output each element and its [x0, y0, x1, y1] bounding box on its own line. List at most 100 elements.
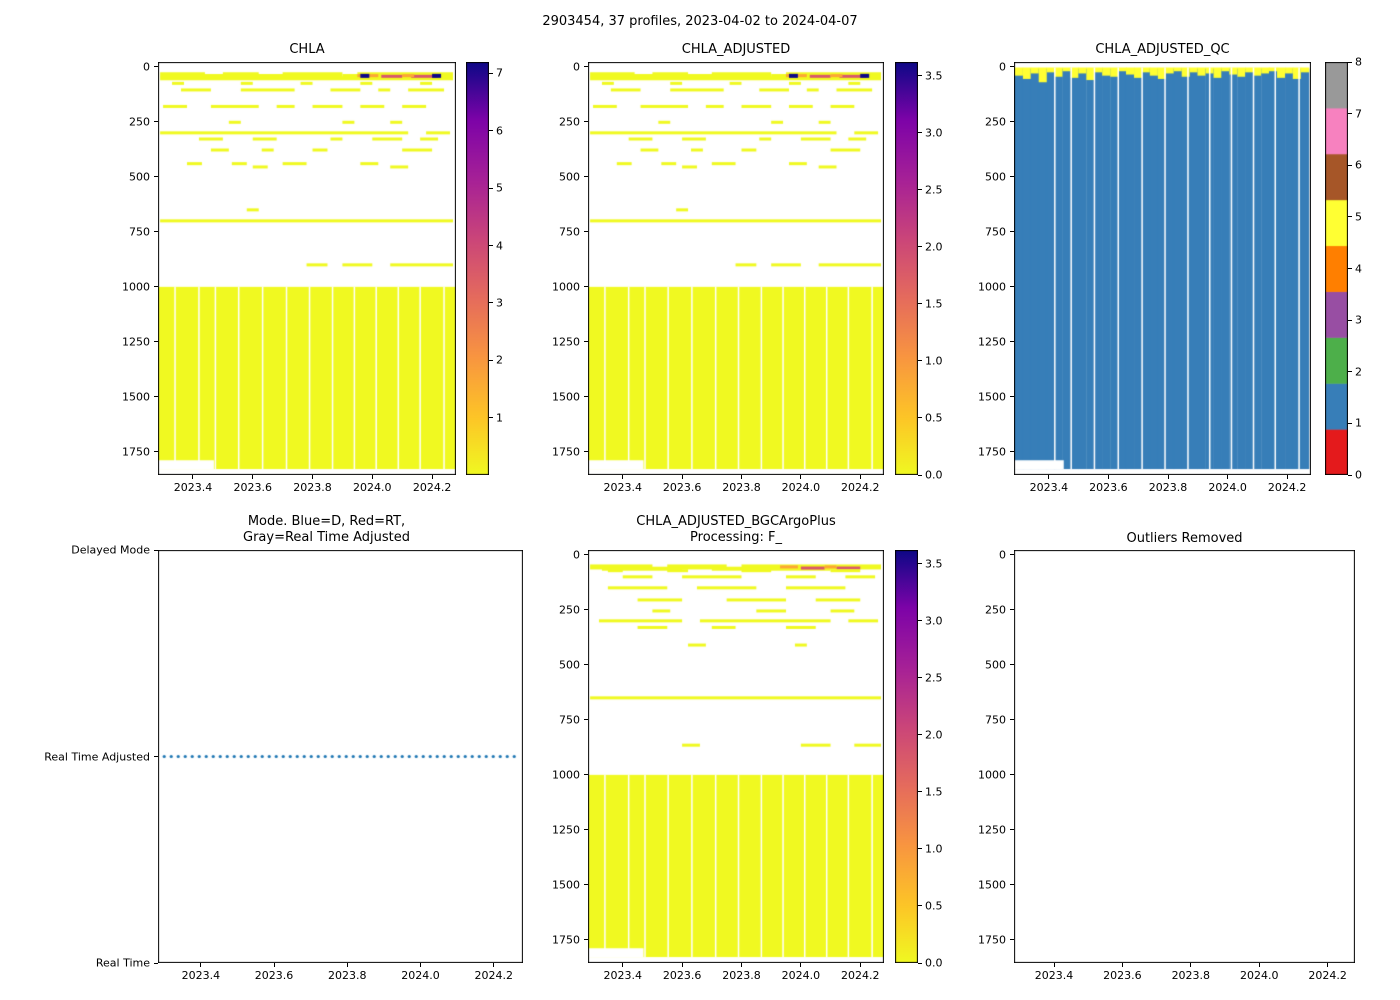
colorbar-tick-label: 2.0: [925, 240, 943, 254]
x-tick-label: 2023.6: [662, 969, 702, 982]
colorbar-tick-mark: [918, 734, 922, 736]
x-tick-mark: [1327, 963, 1329, 967]
y-tick-label: 1250: [552, 823, 580, 837]
y-tick-mark: [584, 884, 588, 886]
x-tick-label: 2023.4: [173, 481, 213, 494]
x-tick-mark: [252, 475, 254, 479]
x-tick-mark: [273, 963, 275, 967]
plot-canvas-chla_adjusted: [588, 62, 884, 475]
y-tick-mark: [584, 719, 588, 721]
colorbar-canvas-chla_adjusted: [895, 62, 918, 475]
x-tick-label: 2024.0: [781, 969, 821, 982]
colorbar-tick-label: 3: [496, 296, 503, 310]
x-tick-label: 2023.6: [662, 481, 702, 494]
colorbar-tick-label: 7: [1355, 107, 1362, 121]
x-tick-label: 2024.2: [1267, 481, 1307, 494]
y-tick-mark: [584, 286, 588, 288]
y-tick-label: 250: [985, 603, 1006, 617]
subplot-title-bgcargoplus: CHLA_ADJUSTED_BGCArgoPlus Processing: F_: [636, 514, 836, 546]
y-tick-mark: [1010, 939, 1014, 941]
colorbar-tick-mark: [918, 132, 922, 134]
x-tick-label: 2023.8: [722, 481, 761, 494]
y-tick-label: 1250: [978, 823, 1006, 837]
x-tick-mark: [1121, 963, 1123, 967]
y-tick-mark: [154, 396, 158, 398]
x-tick-mark: [312, 475, 314, 479]
y-tick-label: 1250: [552, 335, 580, 349]
colorbar-tick-label: 0.0: [925, 468, 943, 482]
y-tick-mark: [584, 939, 588, 941]
y-tick-label: 250: [129, 115, 150, 129]
y-tick-mark: [154, 341, 158, 343]
colorbar-tick-mark: [1348, 422, 1352, 424]
colorbar-tick-label: 4: [1355, 262, 1362, 275]
x-tick-mark: [859, 963, 861, 967]
y-tick-mark: [154, 451, 158, 453]
y-tick-label: 1750: [978, 933, 1006, 947]
colorbar-chla-adjusted-qc: 0 1 2 3 4 5 6 7 8: [1325, 56, 1362, 482]
x-tick-label: 2024.2: [412, 481, 452, 494]
x-tick-mark: [859, 475, 861, 479]
y-tick-label: 1000: [552, 280, 580, 294]
x-tick-mark: [200, 963, 202, 967]
x-tick-mark: [622, 475, 624, 479]
y-tick-mark: [154, 121, 158, 123]
y-tick-label: 750: [559, 225, 580, 239]
y-tick-mark: [1010, 341, 1014, 343]
x-tick-label: 2023.8: [293, 481, 332, 494]
colorbar-tick-label: 3.0: [925, 614, 943, 628]
colorbar-tick-mark: [489, 187, 493, 189]
x-tick-mark: [1053, 963, 1055, 967]
colorbar-tick-label: 1: [1355, 416, 1362, 430]
colorbar-tick-label: 6: [1355, 158, 1362, 172]
y-tick-mark: [1010, 176, 1014, 178]
y-tick-mark: [584, 664, 588, 666]
y-tick-mark: [1010, 396, 1014, 398]
colorbar-tick-mark: [489, 359, 493, 361]
colorbar-tick-label: 3.0: [925, 126, 943, 140]
colorbar-tick-label: 2: [1355, 365, 1362, 379]
y-tick-label: 750: [129, 225, 150, 239]
y-tick-label: 0: [999, 548, 1006, 562]
y-tick-mark: [1010, 664, 1014, 666]
y-tick-mark: [154, 176, 158, 178]
y-category-label: Real Time Adjusted: [44, 750, 150, 763]
y-tick-label: 1750: [122, 445, 150, 459]
x-tick-mark: [681, 475, 683, 479]
y-tick-label: 1000: [978, 768, 1006, 782]
x-tick-label: 2023.6: [254, 969, 294, 982]
x-tick-label: 2023.4: [1034, 969, 1074, 982]
colorbar-canvas-chla_adjusted_bgc: [895, 550, 918, 963]
y-tick-mark: [1010, 286, 1014, 288]
subplot-title-mode: Mode. Blue=D, Red=RT, Gray=Real Time Adj…: [243, 514, 410, 546]
x-tick-label: 2023.4: [181, 969, 221, 982]
x-tick-label: 2023.4: [603, 481, 642, 494]
colorbar-tick-mark: [489, 302, 493, 304]
x-tick-mark: [493, 963, 495, 967]
x-tick-label: 2023.8: [1148, 481, 1188, 494]
x-tick-label: 2023.8: [722, 969, 761, 982]
subplot-title-chla-adjusted: CHLA_ADJUSTED: [681, 42, 791, 57]
y-tick-label: 1500: [978, 878, 1006, 892]
y-tick-label: 1000: [978, 280, 1006, 294]
colorbar-tick-label: 4: [496, 239, 503, 253]
y-tick-mark: [1010, 774, 1014, 776]
colorbar-tick-label: 3.5: [925, 557, 943, 571]
x-tick-mark: [371, 475, 373, 479]
colorbar-tick-mark: [1348, 164, 1352, 166]
x-tick-label: 2024.0: [1208, 481, 1247, 494]
y-tick-label: 0: [143, 60, 150, 74]
x-tick-label: 2024.0: [1239, 969, 1279, 982]
x-tick-mark: [431, 475, 433, 479]
y-tick-label: 1250: [978, 335, 1006, 349]
colorbar-tick-mark: [918, 791, 922, 793]
y-tick-label: 500: [985, 658, 1006, 672]
subplot-chla: 2023.4 2023.6 2023.8 2024.0 2024.2 0 250 500 750…: [122, 60, 456, 494]
colorbar-tick-label: 7: [496, 66, 503, 80]
subplot-outliers: 2023.4 2023.6 2023.8 2024.0 2024.2 0 250 500 750…: [978, 548, 1355, 982]
y-tick-mark: [584, 774, 588, 776]
x-tick-label: 2023.6: [1103, 969, 1142, 982]
colorbar-tick-mark: [489, 72, 493, 74]
y-tick-mark: [154, 66, 158, 68]
x-tick-label: 2024.0: [781, 481, 821, 494]
